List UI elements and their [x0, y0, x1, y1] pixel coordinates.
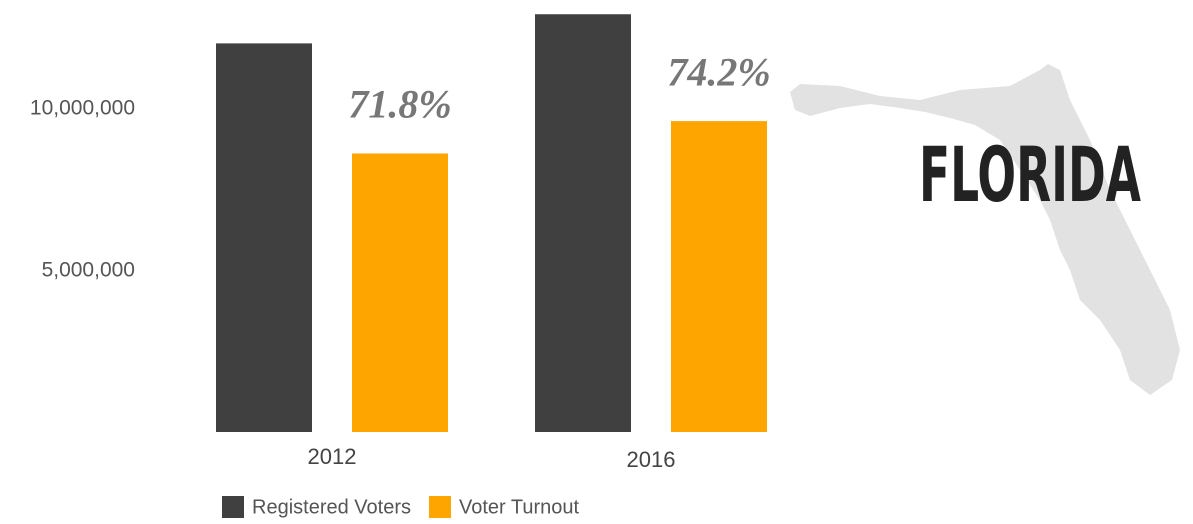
y-tick-label: 5,000,000: [42, 259, 135, 282]
chart-title: FLORIDA: [919, 130, 1141, 219]
annotation: 74.2%: [667, 49, 770, 94]
bar: [671, 121, 767, 432]
legend-swatch: [222, 496, 244, 518]
x-tick-label: 2016: [627, 447, 676, 472]
legend-swatch: [428, 496, 451, 518]
legend-label: Voter Turnout: [459, 496, 580, 518]
bar: [535, 14, 631, 432]
bar: [216, 43, 312, 433]
florida-map: [790, 64, 1180, 395]
x-tick-label: 2012: [308, 444, 357, 469]
legend-label: Registered Voters: [252, 496, 411, 518]
y-tick-label: 10,000,000: [30, 97, 135, 120]
annotation: 71.8%: [348, 82, 451, 127]
bar: [352, 153, 448, 432]
